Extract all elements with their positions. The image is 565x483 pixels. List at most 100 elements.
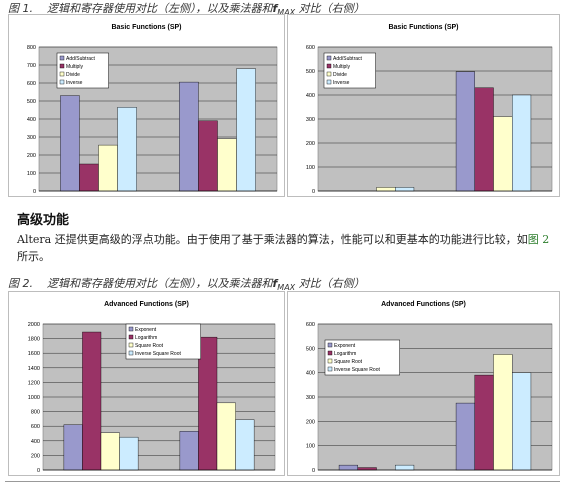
bar-divide <box>493 116 513 192</box>
bar-divide <box>217 138 237 192</box>
bar-square-root <box>216 402 236 471</box>
figure-1-label: 图 1. <box>8 2 33 15</box>
y-tick-label: 0 <box>312 468 315 474</box>
y-tick-label: 200 <box>31 453 40 459</box>
y-tick-label: 1400 <box>28 366 40 372</box>
bar-inverse <box>236 68 256 192</box>
y-tick-label: 600 <box>306 45 315 51</box>
bar-exponent <box>455 402 475 471</box>
chart-title: Basic Functions (SP) <box>388 24 458 31</box>
legend-swatch <box>59 79 65 85</box>
legend-label: Inverse <box>66 80 83 86</box>
bar-logarithm <box>198 336 218 471</box>
y-tick-label: 500 <box>306 346 315 352</box>
bar-multiply <box>79 163 99 192</box>
figure-2-link[interactable]: 图 2 <box>527 233 550 246</box>
legend-label: Divide <box>66 72 80 78</box>
legend-swatch <box>128 326 134 332</box>
legend-box <box>323 52 376 89</box>
y-tick-label: 300 <box>306 117 315 123</box>
y-tick-label: 0 <box>37 468 40 474</box>
bar-inverse-square-root <box>512 372 532 471</box>
bar-inverse <box>512 94 532 192</box>
legend-swatch <box>326 63 332 69</box>
legend-swatch <box>128 342 134 348</box>
legend-swatch <box>326 71 332 77</box>
bar-inverse <box>395 187 415 192</box>
bar-multiply <box>474 87 494 192</box>
bar-add-subtract <box>60 95 80 192</box>
paragraph-end: 所示。 <box>17 250 50 263</box>
bar-inverse <box>117 107 137 192</box>
y-tick-label: 400 <box>27 117 36 123</box>
legend-swatch <box>59 55 65 61</box>
y-tick-label: 700 <box>27 63 36 69</box>
legend-swatch <box>128 334 134 340</box>
legend-swatch <box>327 358 333 364</box>
bar-exponent <box>179 431 199 471</box>
y-tick-label: 1200 <box>28 380 40 386</box>
figure-1-text: 逻辑和寄存器使用对比（左侧），以及乘法器和 <box>47 2 273 15</box>
legend-label: Add/Subtract <box>333 56 363 62</box>
y-tick-label: 800 <box>31 410 40 416</box>
chart-basic-fmax: Basic Functions (SP) 0 100 200 300 400 500 600 M… <box>287 14 560 197</box>
chart-title: Advanced Functions (SP) <box>104 301 189 308</box>
bar-square-root <box>493 354 513 471</box>
legend-label: Add/Subtract <box>66 56 96 62</box>
bar-inverse-square-root <box>395 464 415 471</box>
legend-swatch <box>326 55 332 61</box>
section-title: 高级功能 <box>17 213 70 228</box>
figure-1-suffix: 对比（右侧） <box>295 2 365 15</box>
chart-advanced-fmax-svg: Advanced Functions (SP) 0 100 200 300 400 500 6… <box>306 301 553 474</box>
legend-swatch <box>326 79 332 85</box>
legend-box <box>324 339 400 376</box>
bar-divide <box>98 144 118 192</box>
y-tick-label: 100 <box>27 171 36 177</box>
legend-label: Divide <box>333 72 347 78</box>
y-tick-label: 200 <box>27 153 36 159</box>
figure-1-sub: MAX <box>277 8 296 18</box>
legend-label: Multiply <box>66 64 83 70</box>
bar-add-subtract <box>179 81 199 192</box>
legend-swatch <box>59 71 65 77</box>
y-tick-label: 2000 <box>28 322 40 328</box>
bar-add-subtract <box>455 71 475 192</box>
chart-advanced-logic: Advanced Functions (SP) 0 200 400 600 800 1000… <box>8 291 285 476</box>
figure-2-text: 逻辑和寄存器使用对比（左侧），以及乘法器和 <box>47 277 273 290</box>
chart-title: Basic Functions (SP) <box>111 24 181 31</box>
y-tick-label: 100 <box>306 444 315 450</box>
bar-exponent <box>338 464 358 471</box>
figure-1-caption: 图 1. 逻辑和寄存器使用对比（左侧），以及乘法器和fMAX 对比（右侧） <box>8 0 365 17</box>
legend-label: Logarithm <box>135 335 157 341</box>
chart-advanced-fmax: Advanced Functions (SP) 0 100 200 300 400 500 6… <box>287 291 560 476</box>
y-tick-label: 1000 <box>28 395 40 401</box>
chart-advanced-logic-svg: Advanced Functions (SP) 0 200 400 600 800 1000… <box>28 301 276 474</box>
chart-basic-logic: Basic Functions (SP) 0 100 200 300 400 500 600 7… <box>8 14 285 197</box>
y-tick-label: 300 <box>306 395 315 401</box>
legend-label: Square Root <box>135 343 164 349</box>
bar-inverse-square-root <box>119 436 139 471</box>
bar-divide <box>376 187 396 192</box>
y-tick-label: 600 <box>306 322 315 328</box>
legend-box <box>125 323 201 360</box>
legend-label: Exponent <box>135 327 157 333</box>
bar-logarithm <box>474 374 494 471</box>
y-tick-label: 0 <box>33 189 36 195</box>
y-tick-label: 600 <box>31 424 40 430</box>
figure-2-suffix: 对比（右侧） <box>295 277 365 290</box>
bar-logarithm <box>82 331 102 471</box>
bar-inverse-square-root <box>235 419 255 471</box>
y-tick-label: 300 <box>27 135 36 141</box>
figure-2-caption: 图 2. 逻辑和寄存器使用对比（左侧），以及乘法器和fMAX 对比（右侧） <box>8 275 365 292</box>
y-tick-label: 400 <box>306 371 315 377</box>
figure-2-label: 图 2. <box>8 277 33 290</box>
legend-label: Logarithm <box>334 351 356 357</box>
legend-label: Square Root <box>334 359 363 365</box>
legend-swatch <box>128 350 134 356</box>
legend-label: Multiply <box>333 64 350 70</box>
bar-square-root <box>100 432 120 471</box>
y-tick-label: 200 <box>306 419 315 425</box>
legend-swatch <box>327 350 333 356</box>
legend-label: Inverse Square Root <box>334 367 380 373</box>
legend-swatch <box>59 63 65 69</box>
